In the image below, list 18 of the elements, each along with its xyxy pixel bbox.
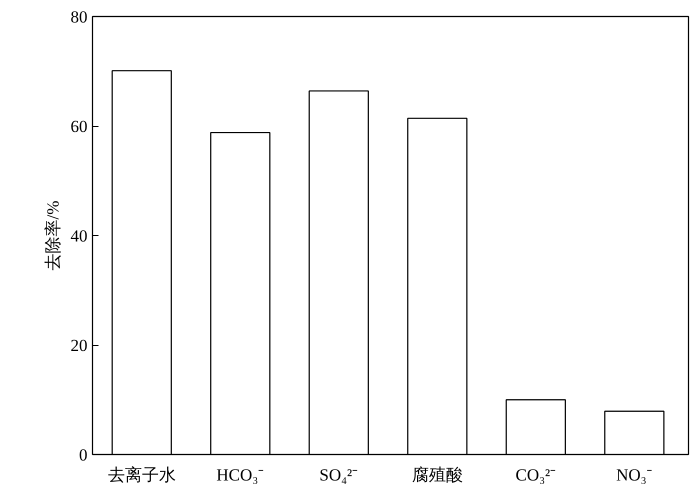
x-tick-label: CO₃²⁻ bbox=[515, 466, 556, 484]
bar bbox=[308, 90, 369, 454]
x-tick-label: SO₄²⁻ bbox=[319, 466, 358, 484]
y-axis-title: 去除率/% bbox=[44, 200, 62, 270]
y-tick-label: 80 bbox=[70, 8, 88, 26]
x-tick-label: HCO₃⁻ bbox=[216, 466, 264, 484]
x-tick-label: 腐殖酸 bbox=[412, 466, 463, 484]
y-tick-label: 40 bbox=[70, 226, 88, 246]
y-tick-label: 20 bbox=[70, 336, 88, 355]
y-tick-label: 0 bbox=[79, 446, 88, 464]
x-tick-label: 去离子水 bbox=[108, 466, 176, 484]
bar bbox=[604, 410, 664, 454]
bar bbox=[407, 118, 468, 454]
x-tick-label: NO₃⁻ bbox=[616, 466, 653, 484]
bar bbox=[506, 399, 566, 454]
y-tick-label: 60 bbox=[70, 117, 88, 136]
bar bbox=[210, 132, 270, 454]
bar bbox=[112, 70, 172, 454]
